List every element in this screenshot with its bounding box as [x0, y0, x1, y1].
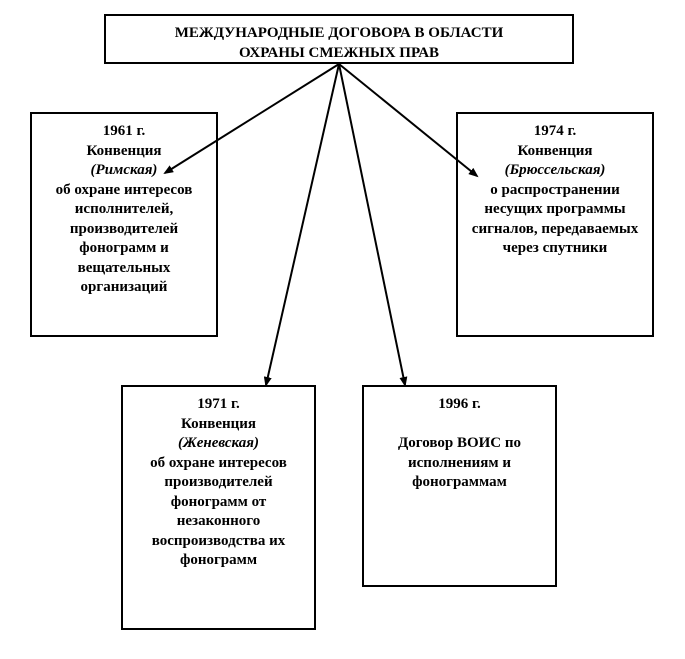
node-name: (Римская)	[38, 161, 210, 181]
node-name: (Брюссельская)	[464, 161, 646, 181]
node-geneva-1971: 1971 г. Конвенция (Женевская) об охране …	[121, 385, 316, 630]
node-rome-1961: 1961 г. Конвенция (Римская) об охране ин…	[30, 112, 218, 337]
node-description: о распространении несущих программы сигн…	[464, 181, 646, 259]
node-description: об охране интересов производителей фоног…	[129, 454, 308, 571]
node-name: (Женевская)	[129, 434, 308, 454]
node-convention: Конвенция	[464, 142, 646, 162]
node-year: 1961 г.	[38, 122, 210, 142]
diagram-title-box: МЕЖДУНАРОДНЫЕ ДОГОВОРА В ОБЛАСТИ ОХРАНЫ …	[104, 14, 574, 64]
title-line2: ОХРАНЫ СМЕЖНЫХ ПРАВ	[239, 45, 439, 61]
node-description: об охране интересов исполнителей, произв…	[38, 181, 210, 298]
node-convention: Конвенция	[129, 415, 308, 435]
node-description: Договор ВОИС по исполнениям и фонограмма…	[370, 434, 549, 493]
node-year: 1974 г.	[464, 122, 646, 142]
node-year: 1971 г.	[129, 395, 308, 415]
node-year: 1996 г.	[370, 395, 549, 415]
title-line1: МЕЖДУНАРОДНЫЕ ДОГОВОРА В ОБЛАСТИ	[175, 25, 504, 41]
node-convention: Конвенция	[38, 142, 210, 162]
node-brussels-1974: 1974 г. Конвенция (Брюссельская) о распр…	[456, 112, 654, 337]
node-wipo-1996: 1996 г. Договор ВОИС по исполнениям и фо…	[362, 385, 557, 587]
